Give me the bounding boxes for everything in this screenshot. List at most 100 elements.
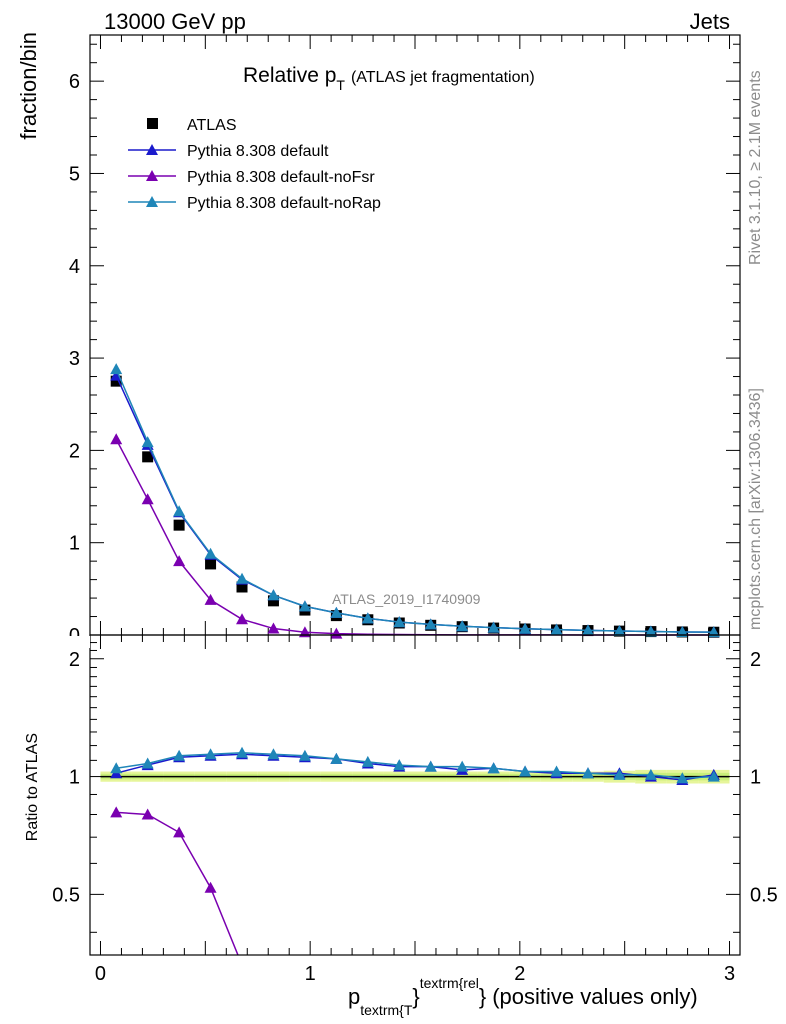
ratio-ylabel: Ratio to ATLAS <box>24 733 41 841</box>
ratio-point-noFsr <box>141 808 154 820</box>
ratio-point-noRap <box>644 768 657 780</box>
ratio-inner <box>100 746 730 970</box>
main-ytick-label: 4 <box>69 256 80 278</box>
data-point-atlas <box>236 581 248 593</box>
main-plot-area: 0123456 <box>69 34 741 647</box>
legend-label-norap: Pythia 8.308 default-noRap <box>187 195 381 212</box>
legend-entry-default: Pythia 8.308 default <box>128 143 329 160</box>
ratio-point-noRap <box>456 760 469 772</box>
ratio-point-noRap <box>330 752 343 764</box>
data-point-noRap <box>519 622 532 634</box>
data-point-noRap <box>330 606 343 618</box>
xlabel-brace: } <box>412 984 419 1009</box>
data-point-atlas <box>173 519 185 531</box>
ratio-ytick-label-right: 0.5 <box>750 884 778 906</box>
legend-entry-norap: Pythia 8.308 default-noRap <box>128 195 381 212</box>
data-point-noFsr <box>330 627 343 639</box>
data-point-noRap <box>204 547 217 559</box>
legend-label-default: Pythia 8.308 default <box>187 143 329 160</box>
data-point-noRap <box>298 600 311 612</box>
ratio-point-noRap <box>141 757 154 769</box>
ratio-point-noRap <box>550 765 563 777</box>
xlabel-sup: textrm{rel <box>420 975 479 991</box>
zero-label-mask <box>60 636 90 648</box>
xlabel-brace2: } <box>479 984 486 1009</box>
data-point-noFsr <box>204 593 217 605</box>
data-point-noFsr <box>236 613 249 625</box>
ratio-ytick-label: 0.5 <box>52 884 80 906</box>
ratio-point-noFsr <box>173 826 186 838</box>
main-ytick-label: 6 <box>69 71 80 93</box>
legend-entry-atlas: ATLAS <box>147 117 237 134</box>
ratio-line-default <box>116 753 714 781</box>
ratio-xtick-label: 2 <box>514 963 525 985</box>
data-point-atlas <box>205 558 217 570</box>
ratio-ytick-label-right: 1 <box>750 767 761 789</box>
svg-text:Relative pT(ATLAS jet fragment: Relative pT (ATLAS jet fragmentation) <box>243 64 535 93</box>
analysis-watermark: ATLAS_2019_I1740909 <box>332 591 481 607</box>
data-point-noRap <box>456 620 469 632</box>
main-ytick-label: 5 <box>69 163 80 185</box>
ratio-xtick-label: 3 <box>724 963 735 985</box>
ratio-point-noRap <box>676 772 689 784</box>
ratio-point-noRap <box>361 755 374 767</box>
ratio-point-noRap <box>236 746 249 758</box>
ratio-point-noRap <box>173 749 186 761</box>
ratio-point-noRap <box>519 765 532 777</box>
legend-entry-nofsr: Pythia 8.308 default-noFsr <box>128 169 375 186</box>
data-point-noRap <box>487 621 500 633</box>
data-point-noFsr <box>141 493 154 505</box>
ratio-line-noRap <box>116 752 714 780</box>
ratio-point-noRap <box>424 760 437 772</box>
legend-label-nofsr: Pythia 8.308 default-noFsr <box>187 169 375 186</box>
ratio-point-noRap <box>298 749 311 761</box>
data-point-noRap <box>581 624 594 636</box>
ratio-point-noRap <box>581 767 594 779</box>
data-point-noRap <box>141 436 154 448</box>
legend-label-atlas: ATLAS <box>187 117 237 134</box>
ratio-point-noRap <box>393 759 406 771</box>
ratio-ytick-label: 2 <box>69 649 80 671</box>
data-point-noRap <box>110 363 123 375</box>
ratio-ytick-label: 1 <box>69 767 80 789</box>
data-point-noRap <box>267 589 280 601</box>
main-ytick-label: 1 <box>69 533 80 555</box>
ratio-plot-area: 0.5 0.5 1 1 2 2 0 1 2 3 <box>52 634 778 985</box>
data-point-noRap <box>424 618 437 630</box>
ratio-xlabel: ptextrm{T}textrm{rel} (positive values on… <box>348 975 698 1018</box>
xlabel-p: p <box>348 984 360 1009</box>
data-point-noRap <box>550 623 563 635</box>
data-point-noRap <box>613 625 626 637</box>
data-point-noFsr <box>267 622 280 634</box>
svg-text:ptextrm{T}textrm{rel}(positive: ptextrm{T}textrm{rel} (positive values on… <box>348 975 698 1018</box>
ratio-ytick-label-right: 2 <box>750 649 761 671</box>
ratio-point-noFsr <box>204 881 217 893</box>
data-point-noFsr <box>173 555 186 567</box>
main-title-suffix: (ATLAS jet fragmentation) <box>351 69 535 86</box>
main-ylabel: fraction/bin <box>16 32 41 140</box>
main-title-sub: T <box>336 77 345 93</box>
legend-marker-nofsr <box>146 170 158 181</box>
header-left: 13000 GeV pp <box>104 9 246 34</box>
main-ytick-label: 3 <box>69 348 80 370</box>
ratio-point-noRap <box>487 762 500 774</box>
ratio-xtick-label: 0 <box>95 963 106 985</box>
main-title: Relative pT (ATLAS jet fragmentation) <box>243 64 535 93</box>
ratio-xtick-label: 1 <box>305 963 316 985</box>
legend-marker-atlas <box>147 118 158 129</box>
ratio-point-noRap <box>204 748 217 760</box>
ratio-frame <box>89 634 741 956</box>
ratio-point-noFsr <box>236 959 248 970</box>
data-point-noRap <box>644 625 657 637</box>
ratio-point-noRap <box>613 768 626 780</box>
legend: ATLAS Pythia 8.308 default Pythia 8.308 … <box>128 117 381 212</box>
ratio-point-noRap <box>707 770 720 782</box>
data-point-noRap <box>676 625 689 637</box>
data-point-noRap <box>393 616 406 628</box>
data-point-atlas <box>142 451 154 463</box>
legend-marker-norap <box>146 196 158 207</box>
data-point-noRap <box>236 572 249 584</box>
data-point-atlas <box>110 375 122 387</box>
ratio-point-noRap <box>110 762 123 774</box>
ratio-point-noRap <box>267 748 280 760</box>
